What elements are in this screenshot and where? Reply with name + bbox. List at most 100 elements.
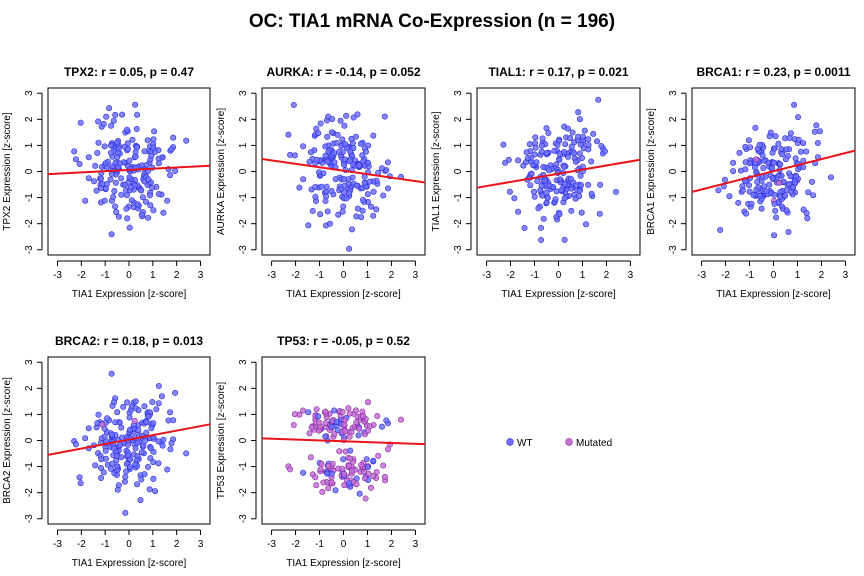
- point-wt: [318, 183, 325, 190]
- point-wt: [100, 120, 107, 127]
- point-wt: [540, 215, 547, 222]
- point-wt: [787, 130, 794, 137]
- point-wt: [361, 179, 368, 186]
- point-wt: [546, 167, 553, 174]
- point-wt: [364, 464, 371, 471]
- point-wt: [116, 160, 123, 167]
- point-wt: [139, 194, 146, 201]
- point-wt: [91, 178, 98, 185]
- x-tick-label: 3: [843, 270, 849, 281]
- point-mutated: [348, 429, 355, 436]
- point-mutated: [339, 465, 346, 472]
- x-axis: -3 -2 -1 0 1 2 3 TIA1 Expression [z-score]: [53, 260, 204, 300]
- x-tick-label: -1: [745, 270, 754, 281]
- point-mutated: [313, 406, 320, 413]
- point-mutated: [776, 179, 783, 186]
- legend-mutated-marker: [565, 438, 573, 446]
- x-axis-title: TIA1 Expression [z-score]: [72, 289, 187, 300]
- x-tick-label: -2: [506, 270, 515, 281]
- point-wt: [576, 116, 583, 123]
- point-wt: [119, 111, 126, 118]
- point-wt: [561, 163, 568, 170]
- point-wt: [596, 210, 603, 217]
- point-wt: [567, 135, 574, 142]
- point-wt: [777, 193, 784, 200]
- plot-frame: [47, 356, 211, 525]
- point-wt: [98, 456, 105, 463]
- point-wt: [155, 155, 162, 162]
- point-wt: [561, 195, 568, 202]
- point-wt: [167, 409, 174, 416]
- point-wt: [98, 474, 105, 481]
- point-mutated: [365, 470, 372, 477]
- point-wt: [77, 119, 84, 126]
- point-wt: [328, 188, 335, 195]
- point-wt: [108, 122, 115, 129]
- point-wt: [736, 149, 743, 156]
- point-wt: [582, 221, 589, 228]
- x-tick-label: 0: [556, 270, 562, 281]
- point-wt: [370, 457, 377, 464]
- point-wt: [296, 184, 303, 191]
- x-tick-label: 0: [771, 270, 777, 281]
- point-wt: [577, 172, 584, 179]
- point-wt: [791, 101, 798, 108]
- y-tick-label: -3: [24, 245, 35, 254]
- point-wt: [746, 188, 753, 195]
- point-wt: [506, 188, 513, 195]
- point-wt: [132, 398, 139, 405]
- point-wt: [172, 389, 179, 396]
- point-wt: [94, 420, 101, 427]
- point-wt: [595, 96, 602, 103]
- point-wt: [378, 423, 385, 430]
- point-wt: [730, 159, 737, 166]
- point-wt: [531, 193, 538, 200]
- point-wt: [556, 156, 563, 163]
- point-wt: [324, 158, 331, 165]
- point-wt: [779, 151, 786, 158]
- scatter-points: [715, 101, 834, 239]
- point-wt: [76, 161, 83, 168]
- scatter-panel-tial1: TIAL1: r = 0.17, p = 0.021 -3 -2 -1 0 1 2 3 TIA1…: [431, 65, 641, 300]
- point-wt: [359, 152, 366, 159]
- y-tick-label: 0: [668, 168, 679, 174]
- point-wt: [312, 193, 319, 200]
- point-wt: [333, 139, 340, 146]
- point-wt: [760, 165, 767, 172]
- point-wt: [539, 135, 546, 142]
- point-wt: [341, 156, 348, 163]
- point-wt: [742, 210, 749, 217]
- point-wt: [317, 120, 324, 127]
- point-wt: [564, 153, 571, 160]
- point-wt: [783, 146, 790, 153]
- point-mutated: [362, 495, 369, 502]
- panel-title: TPX2: r = 0.05, p = 0.47: [64, 65, 194, 79]
- point-wt: [745, 182, 752, 189]
- x-tick-label: -1: [101, 270, 110, 281]
- point-wt: [357, 140, 364, 147]
- point-mutated: [318, 460, 325, 467]
- x-tick-label: -3: [267, 270, 276, 281]
- point-wt: [341, 182, 348, 189]
- point-wt: [101, 197, 108, 204]
- point-wt: [537, 187, 544, 194]
- y-tick-label: 2: [668, 116, 679, 122]
- point-mutated: [313, 482, 320, 489]
- point-wt: [114, 409, 121, 416]
- legend: WT Mutated: [506, 438, 612, 449]
- y-axis: -3 -2 -1 0 1 2 3 TP53 Expression [z-score]: [216, 359, 257, 523]
- point-wt: [726, 193, 733, 200]
- x-axis-title: TIA1 Expression [z-score]: [286, 289, 401, 300]
- point-wt: [756, 141, 763, 148]
- point-wt: [568, 185, 575, 192]
- point-wt: [155, 438, 162, 445]
- point-wt: [151, 128, 158, 135]
- point-wt: [800, 140, 807, 147]
- point-wt: [110, 117, 117, 124]
- point-wt: [739, 187, 746, 194]
- legend-mutated-label: Mutated: [576, 438, 612, 449]
- point-wt: [544, 194, 551, 201]
- point-wt: [158, 393, 165, 400]
- point-wt: [132, 404, 139, 411]
- point-wt: [538, 142, 545, 149]
